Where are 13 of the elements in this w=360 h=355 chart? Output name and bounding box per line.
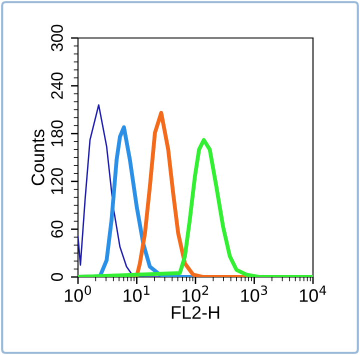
x-tick-label: 10$^{2}$ — [182, 285, 208, 302]
x-tick-label: 10$^{3}$ — [241, 285, 268, 302]
y-tick-label: 180 — [51, 120, 63, 146]
y-tick-label: 240 — [51, 72, 63, 99]
y-tick-label: 300 — [51, 24, 63, 52]
x-tick-label: 10$^{0}$ — [64, 285, 92, 302]
x-tick-label: 10$^{4}$ — [300, 286, 326, 302]
y-tick-label: 120 — [51, 168, 63, 194]
x-axis-title: FL2-H — [172, 306, 220, 319]
y-axis-title: Counts — [32, 130, 44, 186]
y-tick-label: 0 — [51, 273, 63, 281]
y-tick-label: 60 — [51, 220, 63, 238]
x-tick-label: 10$^{1}$ — [124, 286, 150, 302]
